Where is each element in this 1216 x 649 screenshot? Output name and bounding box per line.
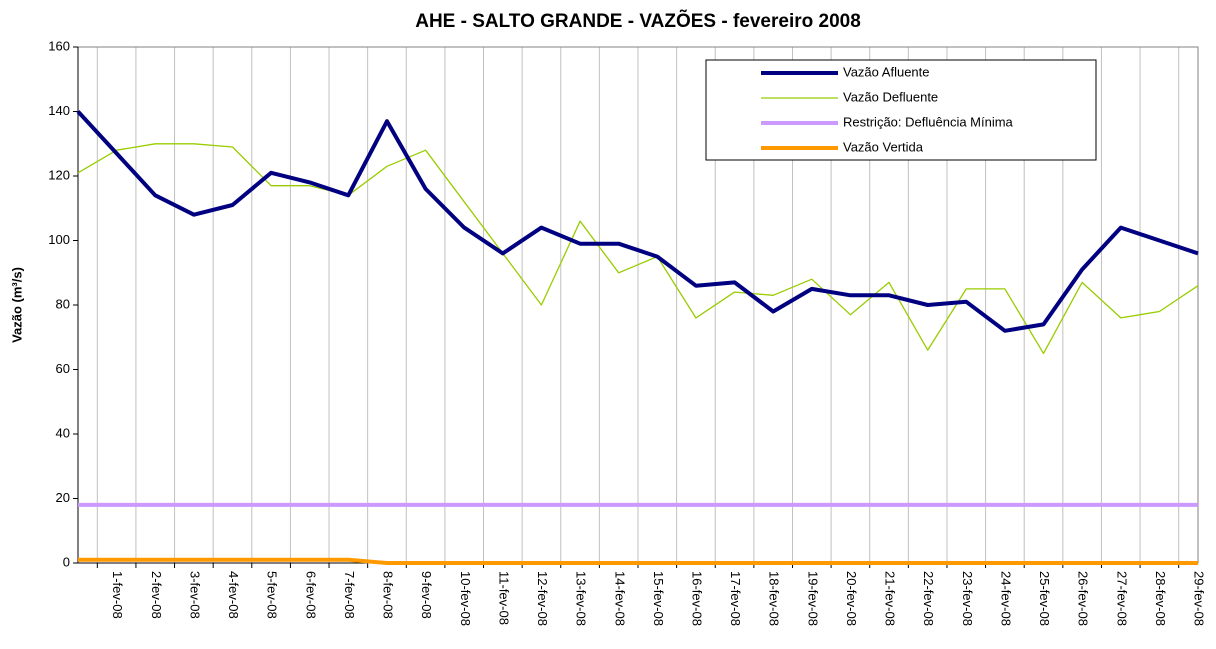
x-tick-label: 2-fev-08: [149, 571, 164, 619]
x-tick-label: 18-fev-08: [767, 571, 782, 626]
x-tick-label: 4-fev-08: [226, 571, 241, 619]
y-tick-label: 40: [56, 425, 70, 440]
y-tick-label: 60: [56, 361, 70, 376]
x-tick-label: 15-fev-08: [651, 571, 666, 626]
legend: Vazão Afluente Vazão Defluente Restrição: …: [705, 59, 1097, 161]
x-tick-label: 12-fev-08: [535, 571, 550, 626]
x-tick-label: 5-fev-08: [265, 571, 280, 619]
x-tick-label: 20-fev-08: [844, 571, 859, 626]
legend-label: Vazão Defluente: [843, 89, 938, 104]
x-tick-label: 26-fev-08: [1076, 571, 1091, 626]
legend-label: Vazão Vertida: [843, 139, 924, 154]
y-tick-label: 80: [56, 296, 70, 311]
x-tick-label: 13-fev-08: [574, 571, 589, 626]
x-tick-label: 8-fev-08: [381, 571, 396, 619]
x-tick-label: 16-fev-08: [689, 571, 704, 626]
y-tick-label: 160: [48, 38, 70, 53]
x-tick-label: 10-fev-08: [458, 571, 473, 626]
x-tick-label: 9-fev-08: [419, 571, 434, 619]
x-tick-label: 25-fev-08: [1037, 571, 1052, 626]
y-axis-label: Vazão (m³/s): [9, 267, 24, 343]
x-tick-label: 1-fev-08: [110, 571, 125, 619]
x-tick-label: 22-fev-08: [921, 571, 936, 626]
x-tick-label: 17-fev-08: [728, 571, 743, 626]
x-tick-label: 7-fev-08: [342, 571, 357, 619]
x-tick-label: 19-fev-08: [805, 571, 820, 626]
series-line: [78, 557, 1198, 565]
x-tick-label: 27-fev-08: [1114, 571, 1129, 626]
x-tick-label: 29-fev-08: [1192, 571, 1207, 626]
y-tick-label: 140: [48, 103, 70, 118]
legend-label: Vazão Afluente: [843, 64, 930, 79]
y-tick-label: 0: [63, 554, 70, 569]
y-tick-label: 100: [48, 232, 70, 247]
x-tick-label: 23-fev-08: [960, 571, 975, 626]
legend-label: Restrição: Defluência Mínima: [843, 114, 1014, 129]
x-tick-label: 6-fev-08: [303, 571, 318, 619]
x-tick-label: 21-fev-08: [883, 571, 898, 626]
x-tick-label: 11-fev-08: [496, 571, 511, 625]
x-tick-label: 24-fev-08: [998, 571, 1013, 626]
chart-title: AHE - SALTO GRANDE - VAZÕES - fevereiro …: [415, 10, 861, 32]
x-tick-label: 14-fev-08: [612, 571, 627, 626]
y-tick-label: 120: [48, 167, 70, 182]
x-tick-label: 28-fev-08: [1153, 571, 1168, 626]
series-line: [76, 110, 1199, 333]
x-tick-label: 3-fev-08: [187, 571, 202, 619]
legend-box: [705, 59, 1097, 161]
y-tick-label: 20: [56, 490, 70, 505]
